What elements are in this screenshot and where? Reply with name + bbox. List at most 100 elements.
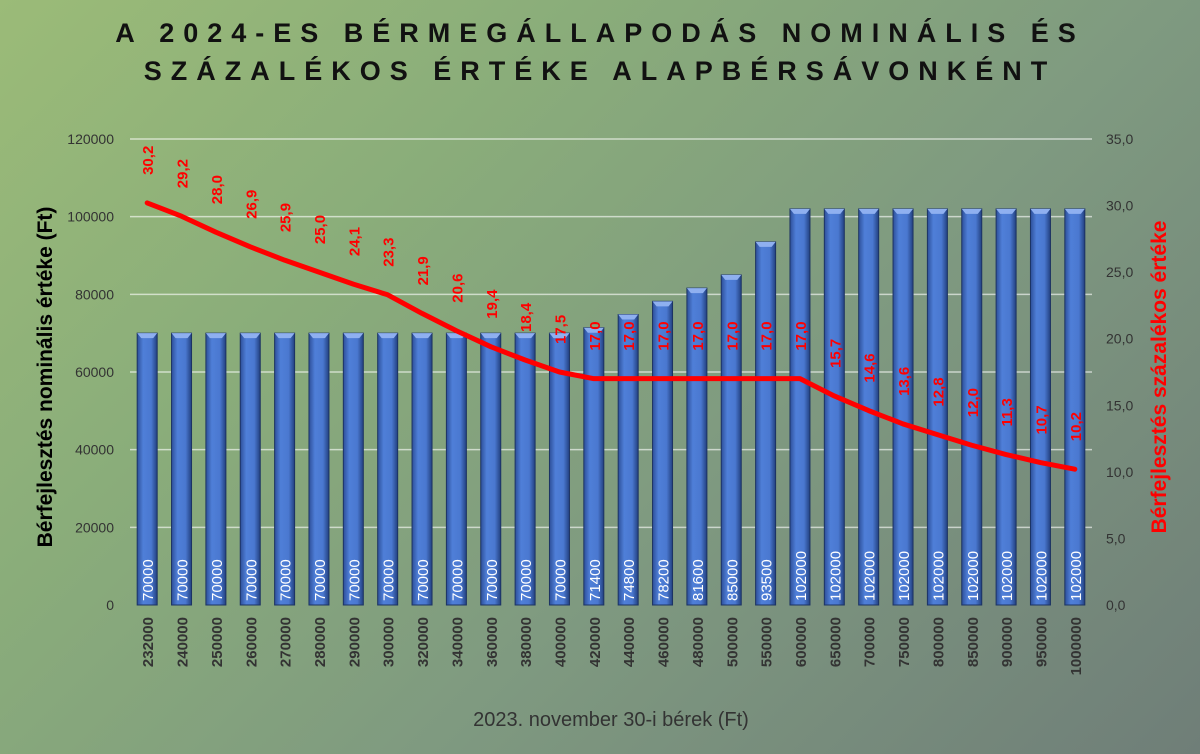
- bar-top: [480, 333, 501, 339]
- percent-value-label: 20,6: [449, 274, 466, 303]
- bar-value-label: 102000: [793, 551, 810, 601]
- y2-tick-label: 0,0: [1106, 597, 1126, 613]
- percent-value-label: 28,0: [209, 175, 226, 204]
- bar-value-label: 74800: [621, 559, 638, 601]
- x-tick-label: 240000: [175, 617, 192, 667]
- x-tick-label: 300000: [381, 617, 398, 667]
- bar-top: [205, 333, 226, 339]
- y-axis-title: Bérfejlesztés nominális értéke (Ft): [34, 207, 57, 548]
- bar-top: [893, 208, 914, 214]
- bar-top: [618, 314, 639, 320]
- x-tick-label: 320000: [415, 617, 432, 667]
- percent-value-label: 24,1: [346, 227, 363, 256]
- y2-tick-label: 25,0: [1106, 264, 1133, 280]
- x-axis-title: 2023. november 30-i bérek (Ft): [473, 709, 749, 731]
- percent-value-label: 17,0: [724, 321, 741, 350]
- percent-value-label: 17,5: [552, 315, 569, 344]
- bar-value-label: 102000: [862, 551, 879, 601]
- percent-value-label: 13,6: [896, 367, 913, 396]
- x-tick-label: 420000: [587, 617, 604, 667]
- bar: [755, 241, 777, 606]
- percent-value-label: 12,8: [930, 377, 947, 406]
- bar-value-label: 70000: [518, 559, 535, 601]
- bar-top: [412, 333, 433, 339]
- percent-value-label: 19,4: [484, 289, 501, 319]
- bar-top: [308, 333, 329, 339]
- x-tick-label: 650000: [827, 617, 844, 667]
- bar-top: [171, 333, 192, 339]
- percent-value-label: 17,0: [587, 321, 604, 350]
- bar: [1064, 208, 1086, 606]
- x-tick-label: 1000000: [1068, 617, 1085, 675]
- bar-value-label: 102000: [930, 551, 947, 601]
- bar-value-label: 70000: [140, 559, 157, 601]
- percent-value-label: 17,0: [793, 321, 810, 350]
- bar-top: [549, 333, 570, 339]
- percent-value-label: 17,0: [759, 321, 776, 350]
- y-tick-label: 20000: [75, 519, 114, 535]
- bar-value-label: 71400: [587, 559, 604, 601]
- bar-value-label: 70000: [209, 559, 226, 601]
- x-tick-label: 500000: [724, 617, 741, 667]
- bar-value-label: 70000: [312, 559, 329, 601]
- percent-value-label: 18,4: [518, 302, 535, 332]
- x-tick-label: 850000: [965, 617, 982, 667]
- percent-value-label: 17,0: [621, 321, 638, 350]
- bar-value-label: 70000: [484, 559, 501, 601]
- percent-value-label: 11,3: [999, 398, 1016, 426]
- percent-line: [144, 200, 1078, 472]
- bar-value-label: 78200: [656, 559, 673, 601]
- y-tick-label: 100000: [67, 209, 114, 225]
- percent-value-label: 29,2: [175, 159, 192, 188]
- bar: [892, 208, 914, 606]
- x-tick-label: 360000: [484, 617, 501, 667]
- bar-value-label: 85000: [724, 559, 741, 601]
- bar-top: [1030, 208, 1051, 214]
- bar-value-label: 70000: [552, 559, 569, 601]
- x-tick-label: 550000: [759, 617, 776, 667]
- bar: [823, 208, 845, 606]
- x-tick-label: 380000: [518, 617, 535, 667]
- y2-tick-label: 30,0: [1106, 198, 1133, 214]
- x-tick-label: 480000: [690, 617, 707, 667]
- x-tick-label: 250000: [209, 617, 226, 667]
- y2-axis-title: Bérfejlesztés százalékos értéke: [1148, 221, 1171, 534]
- percent-value-label: 10,2: [1068, 412, 1085, 441]
- bar-value-label: 70000: [278, 559, 295, 601]
- bar-value-label: 102000: [1068, 551, 1085, 601]
- percent-value-label: 23,3: [381, 238, 398, 267]
- bar-top: [961, 208, 982, 214]
- x-tick-label: 232000: [140, 617, 157, 667]
- bar-top: [583, 327, 604, 333]
- bar-value-label: 70000: [243, 559, 260, 601]
- bar-top: [343, 333, 364, 339]
- bar-top: [686, 288, 707, 294]
- x-tick-label: 400000: [552, 617, 569, 667]
- y-tick-label: 60000: [75, 364, 114, 380]
- x-tick-label: 600000: [793, 617, 810, 667]
- percent-value-label: 17,0: [690, 321, 707, 350]
- percent-value-label: 26,9: [243, 190, 260, 219]
- x-tick-label: 340000: [449, 617, 466, 667]
- bar-value-label: 70000: [175, 559, 192, 601]
- bar-top: [652, 301, 673, 307]
- chart-title-line-1: A 2024-ES BÉRMEGÁLLAPODÁS NOMINÁLIS ÉS: [115, 18, 1085, 48]
- x-tick-label: 950000: [1033, 617, 1050, 667]
- bar: [789, 208, 811, 606]
- x-tick-label: 270000: [278, 617, 295, 667]
- percent-value-label: 12,0: [965, 388, 982, 417]
- x-tick-label: 900000: [999, 617, 1016, 667]
- bar-top: [137, 333, 158, 339]
- percent-value-label: 30,2: [140, 146, 157, 175]
- bar-top: [274, 333, 295, 339]
- y-tick-label: 0: [106, 597, 114, 613]
- bar-value-label: 102000: [999, 551, 1016, 601]
- bar-top: [996, 208, 1017, 214]
- x-tick-label: 750000: [896, 617, 913, 667]
- y-tick-label: 120000: [67, 131, 114, 147]
- bar-top: [515, 333, 536, 339]
- percent-value-label: 15,7: [827, 339, 844, 368]
- x-tick-label: 280000: [312, 617, 329, 667]
- bar-value-label: 102000: [896, 551, 913, 601]
